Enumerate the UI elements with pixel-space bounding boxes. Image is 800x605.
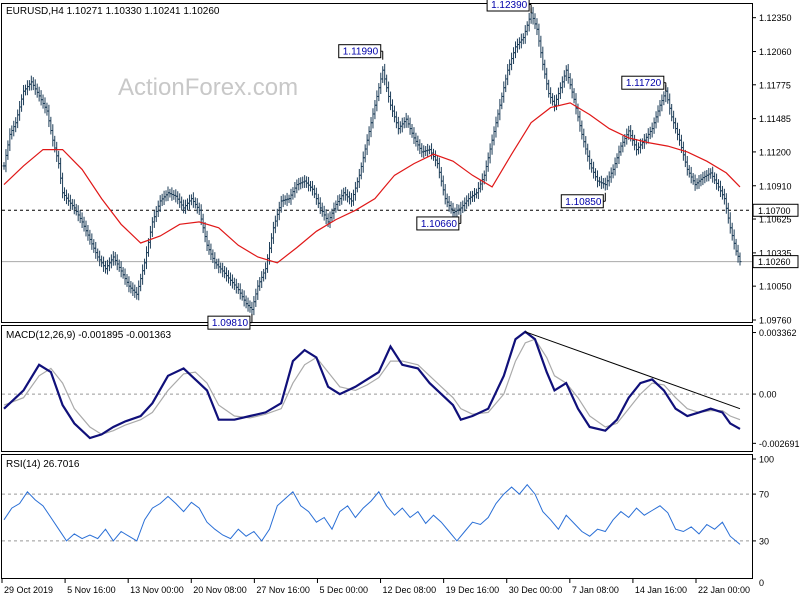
time-tick-label: 22 Jan 00:00 <box>698 585 750 595</box>
annotation-label: 1.11990 <box>343 47 379 58</box>
macd-tick-label: -0.002691 <box>759 439 800 449</box>
annotation-label: 1.12390 <box>491 0 528 11</box>
annotation-label: 1.10850 <box>565 197 602 208</box>
time-tick-label: 27 Nov 16:00 <box>256 585 310 595</box>
rsi-tick-label: 0 <box>759 578 764 588</box>
price-header: EURUSD,H4 1.10271 1.10330 1.10241 1.1026… <box>6 6 220 17</box>
annotation-box <box>207 315 251 330</box>
rsi-line <box>3 483 741 545</box>
time-tick-label: 20 Nov 08:00 <box>193 585 247 595</box>
level-line-tag <box>752 203 799 217</box>
time-tick-label: 13 Nov 00:00 <box>130 585 184 595</box>
macd-signal-line <box>3 338 741 436</box>
time-axis: 29 Oct 2019 5 Nov 16:00 13 Nov 00:00 20 Nov… <box>1 579 750 595</box>
macd-plot: 0.003362 0.00 -0.002691 <box>2 328 800 449</box>
time-tick-label: 12 Dec 08:00 <box>383 585 437 595</box>
price-tick-label: 1.10625 <box>759 215 792 225</box>
rsi-tick-label: 30 <box>759 536 769 546</box>
annotation-box <box>338 44 382 59</box>
candle-bars <box>2 6 742 316</box>
price-panel <box>1 3 753 323</box>
annotation-box <box>416 216 460 231</box>
last-price-label: 1.10260 <box>758 257 791 267</box>
last-price-tag <box>752 255 799 269</box>
macd-tick-label: 0.003362 <box>759 328 797 338</box>
rsi-panel <box>1 454 753 579</box>
time-tick-label: 30 Dec 00:00 <box>509 585 563 595</box>
macd-panel <box>1 325 753 452</box>
rsi-tick-label: 70 <box>759 490 769 500</box>
price-plot: 1.12350 1.12060 1.11775 1.11485 1.11200 1.109… <box>2 0 799 330</box>
time-tick-label: 29 Oct 2019 <box>4 585 53 595</box>
rsi-plot: 100 70 30 0 <box>2 455 774 588</box>
annotation-box <box>486 0 530 12</box>
annotation-label: 1.11720 <box>626 78 662 89</box>
annotation-box <box>560 194 604 209</box>
time-tick-label: 5 Nov 16:00 <box>67 585 116 595</box>
level-line-label: 1.10700 <box>758 206 791 216</box>
macd-header: MACD(12,26,9) -0.001895 -0.001363 <box>6 330 172 341</box>
price-tick-label: 1.12350 <box>759 13 792 23</box>
price-tick-label: 1.11200 <box>759 147 791 157</box>
time-tick-label: 19 Dec 16:00 <box>446 585 500 595</box>
annotation-label: 1.09810 <box>212 318 249 329</box>
rsi-tick-label: 100 <box>759 455 774 465</box>
macd-main-line <box>3 330 741 440</box>
price-tick-label: 1.10050 <box>759 282 792 292</box>
watermark-text: ActionForex.com <box>118 74 298 101</box>
time-tick-label: 5 Dec 00:00 <box>319 585 368 595</box>
time-tick-label: 7 Jan 08:00 <box>572 585 619 595</box>
annotation-label: 1.10660 <box>421 219 458 230</box>
annotation-box <box>621 75 665 90</box>
price-tick-label: 1.12060 <box>759 47 792 57</box>
moving-average-line <box>3 102 741 264</box>
price-tick-label: 1.10335 <box>759 248 792 258</box>
macd-trendline <box>525 331 741 410</box>
rsi-header: RSI(14) 26.7016 <box>6 459 80 470</box>
price-tick-label: 1.10910 <box>759 181 792 191</box>
time-tick-label: 14 Jan 16:00 <box>635 585 687 595</box>
macd-tick-label: 0.00 <box>759 390 777 400</box>
price-tick-label: 1.11775 <box>759 80 791 90</box>
price-tick-label: 1.09760 <box>759 316 792 326</box>
price-tick-label: 1.11485 <box>759 114 791 124</box>
